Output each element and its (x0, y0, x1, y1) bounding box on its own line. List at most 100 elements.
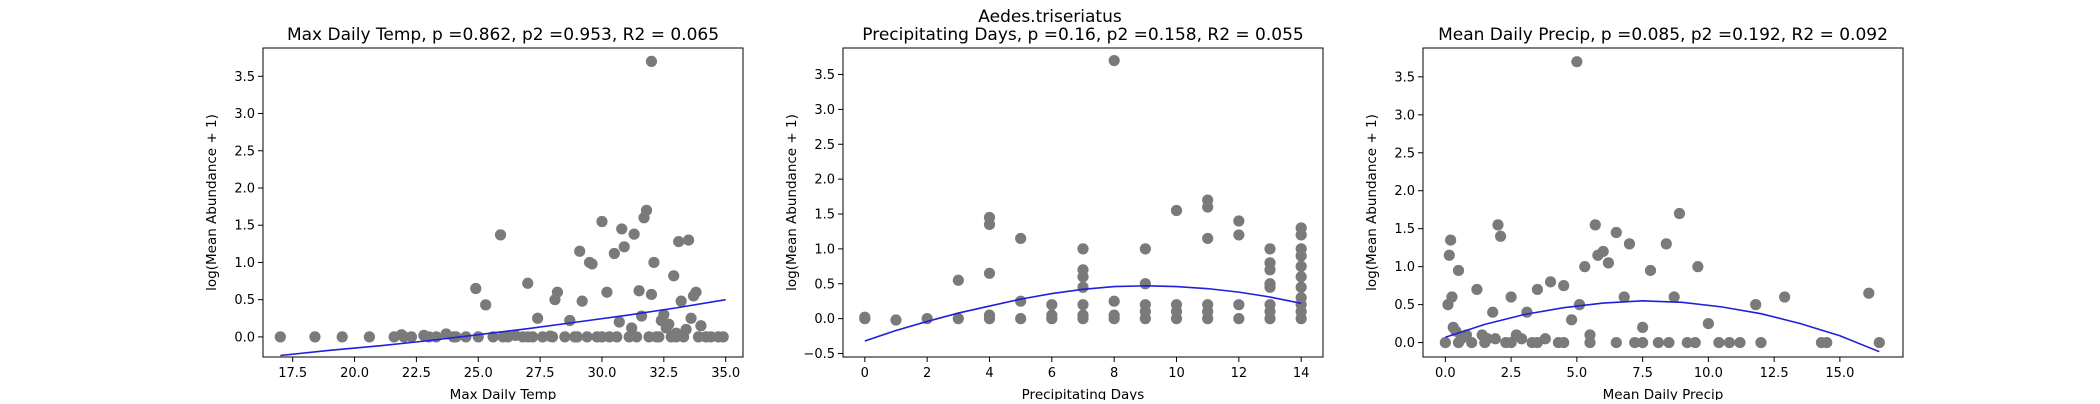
x-tick-label: 15.0 (1825, 366, 1854, 381)
y-tick-label: 2.0 (1394, 184, 1415, 199)
chart-title: Mean Daily Precip, p =0.085, p2 =0.192, … (1438, 25, 1888, 45)
data-point (618, 241, 630, 253)
data-point (1489, 333, 1501, 345)
data-point (1597, 245, 1609, 258)
data-point (663, 318, 675, 330)
x-axis-label: Mean Daily Precip (1603, 387, 1724, 400)
data-point (596, 215, 608, 228)
data-point (363, 331, 375, 343)
x-tick-label: 2 (923, 366, 931, 381)
x-tick-label: 4 (985, 366, 993, 381)
y-tick-label: 1.0 (814, 242, 835, 257)
data-point (1015, 313, 1027, 325)
data-point (1077, 271, 1089, 283)
data-point (1264, 264, 1276, 276)
data-point (274, 331, 286, 343)
x-tick-label: 0 (861, 366, 869, 381)
data-point (1202, 313, 1214, 325)
data-point (1492, 219, 1504, 231)
data-point (608, 247, 620, 260)
y-tick-label: 0.0 (1394, 336, 1415, 351)
x-tick-label: 2.5 (1501, 366, 1522, 381)
data-point (1077, 243, 1089, 255)
data-point (601, 286, 613, 298)
data-point (1295, 281, 1307, 293)
y-axis-label: log(Mean Abundance + 1) (1364, 114, 1380, 291)
data-point (1202, 201, 1214, 213)
data-point (1494, 230, 1507, 242)
data-point (626, 322, 638, 334)
data-point (1623, 238, 1636, 250)
fit-line (1445, 300, 1880, 353)
x-tick-label: 12.5 (1760, 366, 1789, 381)
x-tick-label: 5.0 (1567, 366, 1588, 381)
data-point (480, 299, 492, 311)
data-point (1233, 313, 1245, 325)
data-point (1750, 299, 1762, 311)
data-point (1610, 226, 1622, 239)
data-point (1723, 336, 1736, 349)
data-point (890, 314, 902, 326)
y-tick-label: 2.0 (814, 173, 835, 188)
data-point (648, 256, 660, 269)
data-point (633, 285, 645, 297)
y-tick-label: 0.0 (234, 330, 255, 345)
data-point (1821, 336, 1833, 349)
y-tick-label: 2.0 (234, 181, 255, 196)
data-point (859, 311, 871, 323)
data-point (1170, 204, 1183, 217)
data-point (1139, 313, 1151, 325)
data-point (1571, 56, 1583, 68)
y-tick-label: 0.5 (234, 293, 255, 308)
data-point (1077, 299, 1089, 311)
data-point (1779, 291, 1791, 303)
data-point (628, 228, 640, 240)
x-tick-label: 6 (1048, 366, 1056, 381)
data-point (1295, 260, 1307, 272)
data-point (1689, 336, 1701, 349)
data-point (670, 331, 682, 343)
x-tick-label: 14 (1293, 366, 1310, 381)
data-point (1139, 243, 1151, 255)
data-point (1755, 336, 1767, 349)
data-point (564, 314, 576, 327)
data-point (680, 323, 692, 336)
y-tick-label: 1.5 (814, 208, 835, 223)
data-point (613, 316, 625, 328)
y-tick-label: −0.5 (803, 347, 835, 362)
data-point (611, 331, 623, 343)
data-point (1139, 278, 1151, 290)
y-tick-label: 3.5 (1394, 70, 1415, 85)
data-point (1584, 336, 1596, 349)
y-tick-label: 1.5 (1394, 222, 1415, 237)
data-point (1295, 271, 1307, 283)
data-points (1439, 56, 1885, 349)
data-point (546, 331, 559, 343)
data-point (1618, 291, 1630, 303)
data-point (1108, 54, 1120, 67)
plot-frame (842, 47, 1324, 358)
data-point (650, 331, 663, 343)
data-point (551, 286, 564, 298)
y-tick-label: 1.0 (234, 256, 255, 271)
data-point (1046, 309, 1058, 321)
data-points (274, 55, 729, 343)
data-point (1589, 219, 1601, 231)
data-point (1077, 281, 1089, 293)
chart-title: Max Daily Temp, p =0.862, p2 =0.953, R2 … (287, 25, 719, 45)
x-tick-label: 22.5 (402, 366, 431, 381)
data-point (1445, 234, 1457, 246)
data-point (952, 274, 964, 286)
chart-panel-3: Mean Daily Precip, p =0.085, p2 =0.192, … (1364, 25, 1904, 403)
data-point (1452, 336, 1465, 349)
y-tick-label: 2.5 (234, 144, 255, 159)
x-tick-label: 32.5 (649, 366, 678, 381)
x-tick-label: 12 (1231, 366, 1248, 381)
data-point (1516, 333, 1528, 345)
data-point (1713, 336, 1725, 349)
y-tick-label: 3.0 (1394, 108, 1415, 123)
data-point (1264, 313, 1276, 325)
data-point (1443, 249, 1455, 261)
